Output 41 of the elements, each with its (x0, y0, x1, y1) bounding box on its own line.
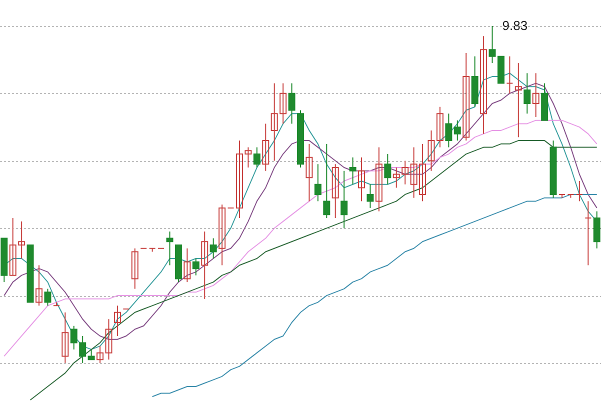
candlestick (314, 164, 322, 202)
candlestick (288, 82, 296, 124)
candlestick (584, 200, 592, 266)
candlestick (253, 146, 260, 168)
candlestick (576, 180, 583, 202)
candlestick (514, 62, 522, 138)
candlestick (462, 52, 470, 142)
candlestick (262, 123, 270, 172)
candlestick (218, 204, 226, 266)
candlestick (62, 312, 69, 364)
candlestick (192, 258, 200, 276)
candlestick (558, 194, 566, 198)
candlestick (366, 184, 374, 208)
annotation: 9.83 (502, 18, 528, 33)
candlestick (166, 231, 174, 266)
candlestick (332, 164, 339, 219)
candlestick (323, 143, 330, 219)
candlestick (384, 154, 392, 185)
candlestick (454, 120, 461, 142)
candlestick (201, 231, 208, 300)
candlestick (44, 288, 52, 306)
candlestick (436, 106, 444, 148)
candlestick (114, 305, 121, 336)
candlestick (532, 72, 540, 118)
candlestick (210, 238, 217, 259)
candlestick (428, 130, 435, 172)
candlestick (349, 156, 356, 185)
candlestick (306, 143, 313, 202)
candlestick (506, 56, 514, 94)
candlestick (358, 156, 366, 202)
candlestick (131, 248, 138, 290)
candlestick (567, 194, 574, 198)
candlestick (36, 264, 43, 306)
candlestick (375, 146, 382, 212)
candlestick (524, 72, 531, 114)
candlestick (184, 248, 191, 283)
candlestick (593, 210, 600, 249)
candlestick (480, 36, 488, 134)
candlestick (340, 170, 348, 229)
candlestick (445, 113, 452, 148)
candlestick (88, 348, 95, 360)
